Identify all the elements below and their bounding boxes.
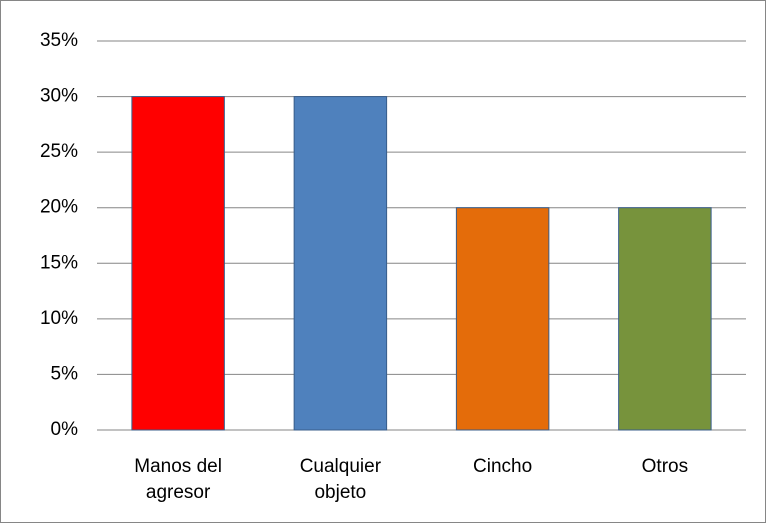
y-tick-label: 0%: [51, 419, 79, 440]
y-tick-label: 35%: [40, 30, 78, 51]
y-tick-label: 25%: [40, 141, 78, 162]
x-tick-label: Cincho: [473, 456, 533, 477]
x-tick-label: Otros: [641, 456, 689, 477]
bar: [131, 96, 225, 431]
bar: [618, 207, 712, 431]
y-tick-label: 5%: [51, 363, 79, 384]
x-tick-label: Manos del agresor: [134, 456, 222, 503]
y-tick-label: 30%: [40, 86, 78, 107]
y-tick-label: 10%: [40, 308, 78, 329]
x-tick-label: Cualquier objeto: [299, 456, 382, 503]
bar: [455, 207, 550, 431]
y-tick-label: 20%: [40, 197, 78, 218]
bar: [293, 96, 388, 431]
y-tick-label: 15%: [40, 252, 78, 273]
